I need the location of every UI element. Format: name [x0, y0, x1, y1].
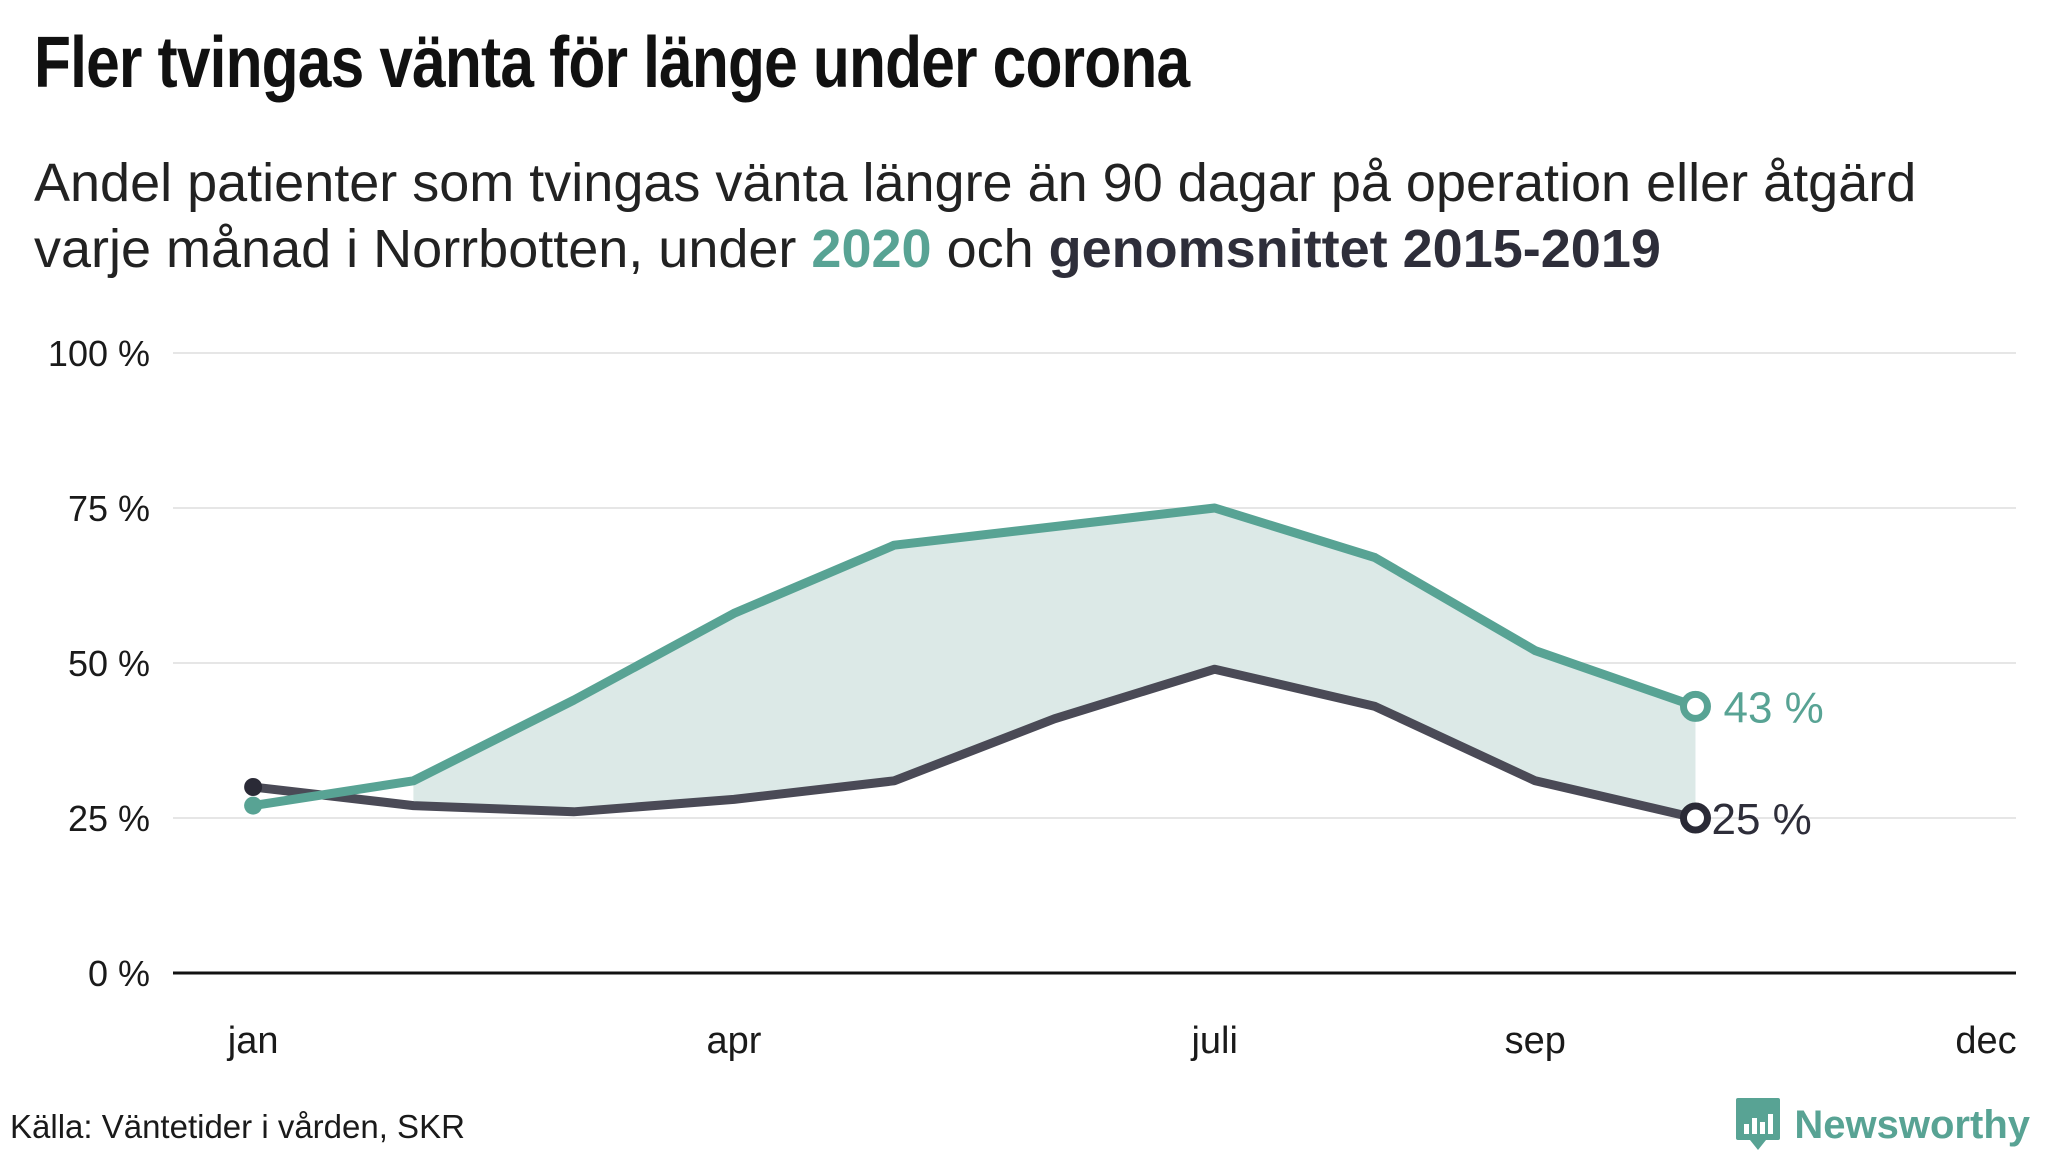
end-label-2020: 43 %: [1723, 683, 1823, 732]
end-label-average: 25 %: [1711, 795, 1811, 844]
y-tick-label: 25 %: [68, 798, 150, 839]
x-tick-label: jan: [227, 1020, 279, 1062]
x-tick-label: apr: [706, 1020, 761, 1062]
x-tick-label: dec: [1955, 1020, 2016, 1062]
series-end-marker-average: [1679, 802, 1711, 834]
brand-name: Newsworthy: [1794, 1102, 2030, 1147]
series-start-marker-average: [244, 778, 263, 796]
y-tick-label: 75 %: [68, 488, 150, 529]
bar-chart-logo-icon: [1736, 1098, 1781, 1150]
subtitle-line-2-text: varje månad i Norrbotten, under: [34, 219, 812, 279]
series-start-marker-2020: [244, 796, 263, 815]
chart-title: Fler tvingas vänta för länge under coron…: [34, 23, 1190, 103]
x-tick-label: sep: [1505, 1020, 1566, 1062]
subtitle-2020-key: 2020: [811, 219, 932, 279]
area-between-series: [413, 508, 1696, 818]
subtitle-and: och: [931, 219, 1049, 279]
subtitle-line-2: varje månad i Norrbotten, under 2020 och…: [34, 216, 1916, 282]
series-line-2020: [248, 503, 1700, 811]
x-tick-label: juli: [1190, 1020, 1237, 1062]
subtitle-average-key: genomsnittet 2015-2019: [1048, 219, 1661, 279]
y-tick-label: 100 %: [48, 333, 150, 374]
subtitle-line-1: Andel patienter som tvingas vänta längre…: [34, 153, 1917, 213]
y-tick-label: 50 %: [68, 643, 150, 684]
y-tick-label: 0 %: [88, 953, 150, 994]
series-end-marker-2020: [1679, 690, 1711, 722]
source-credit: Källa: Väntetider i vården, SKR: [10, 1108, 465, 1145]
brand-logo[interactable]: Newsworthy: [1734, 1096, 2030, 1154]
chart-subtitle: Andel patienter som tvingas vänta längre…: [34, 150, 1916, 282]
series-line-average: [248, 664, 1700, 823]
